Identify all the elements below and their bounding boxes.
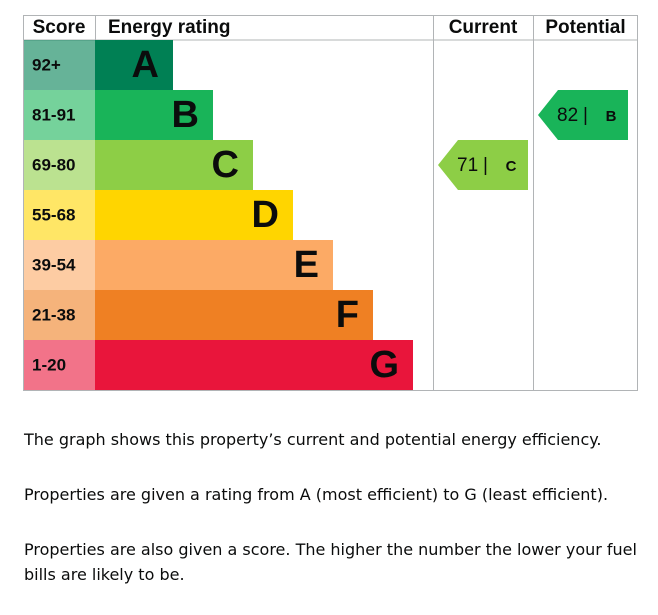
rating-bar: [95, 290, 373, 340]
rating-arrow: [438, 140, 528, 190]
score-range: 81-91: [32, 105, 75, 124]
potential-arrow: 82 | B: [538, 90, 628, 140]
rating-letter: C: [212, 144, 239, 186]
score-range: 69-80: [32, 155, 75, 174]
score-range: 1-20: [32, 355, 66, 374]
header: Score: [33, 17, 86, 38]
rating-bar: [95, 240, 333, 290]
rating-arrow: [538, 90, 628, 140]
score-cell: [24, 140, 95, 190]
paragraph: The graph shows this property’s current …: [24, 430, 602, 449]
epc-graph: Score Energy rating Current Potential 92+ A 81…: [23, 15, 638, 391]
paragraph: Properties are also given a score. The h…: [24, 540, 637, 584]
score-value: 71: [457, 155, 478, 176]
table-border: [23, 15, 638, 391]
current-arrow: 71 | C: [438, 140, 528, 190]
score-cell: [24, 240, 95, 290]
rating-letter: A: [132, 44, 159, 86]
rating-letter: F: [336, 294, 359, 336]
header: Potential: [545, 17, 625, 38]
rating-letter: G: [369, 344, 399, 386]
rating-letter: B: [172, 94, 199, 136]
header: Energy rating: [108, 17, 230, 38]
rating-letter: E: [294, 244, 319, 286]
score-letter: B: [606, 108, 617, 125]
score-cell: [24, 90, 95, 140]
paragraph: Properties are given a rating from A (mo…: [24, 485, 609, 504]
rating-bar: [95, 340, 413, 390]
separator: |: [583, 105, 588, 126]
score-range: 39-54: [32, 255, 76, 274]
rating-letter: D: [252, 194, 279, 236]
separator: |: [483, 155, 488, 176]
score-range: 92+: [32, 55, 61, 74]
score-range: 21-38: [32, 305, 75, 324]
score-value: 82: [557, 105, 578, 126]
rating-bar: [95, 140, 253, 190]
rating-bar: [95, 190, 293, 240]
rating-bar: [95, 90, 213, 140]
header: Current: [449, 17, 518, 38]
score-cell: [24, 40, 95, 90]
score-cell: [24, 290, 95, 340]
score-cell: [24, 340, 95, 390]
score-cell: [24, 190, 95, 240]
score-letter: C: [506, 158, 517, 175]
rating-bar: [95, 40, 173, 90]
score-range: 55-68: [32, 205, 75, 224]
